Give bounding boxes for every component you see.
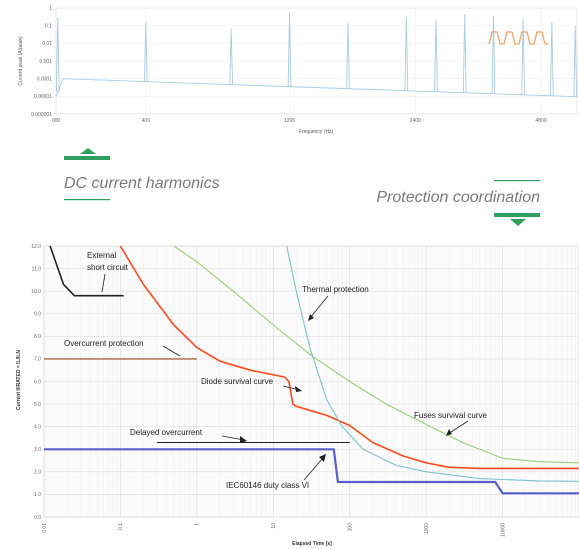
- annotation-iec: IEC60146 duty class VI: [226, 454, 326, 490]
- annotation-diode-label: Diode survival curve: [201, 377, 274, 386]
- protection-y-tick-label: 0.0: [34, 515, 41, 521]
- protection-x-tick-label: 1000: [424, 523, 430, 534]
- harmonics-y-axis-title: Current peak (A/peak): [18, 36, 24, 86]
- caption-left: DC current harmonics: [64, 175, 220, 192]
- protection-x-tick-label: 10000: [500, 523, 506, 537]
- annotation-iec-pointer: [303, 457, 324, 481]
- harmonics-y-tick-label: 0.00001: [34, 94, 52, 100]
- annotation-iec-label: IEC60146 duty class VI: [226, 481, 309, 490]
- protection-y-tick-label: 7.0: [34, 357, 41, 363]
- protection-y-ticks: 0.0 1.0 2.0 3.0 4.0 5.0 6.0 7.0 8.0 9.0 10.0 11.0 12…: [31, 244, 41, 521]
- harmonics-y-tick-label: 1: [49, 6, 52, 12]
- annotation-diode: Diode survival curve: [201, 377, 302, 392]
- caption-right: Protection coordination: [376, 189, 540, 206]
- protection-y-tick-label: 12.0: [31, 244, 41, 250]
- caption-left-rule-top: [64, 156, 110, 160]
- series-delayed-line: [44, 448, 579, 495]
- annotation-delayed-arrowhead: [240, 436, 247, 443]
- protection-y-tick-label: 5.0: [34, 402, 41, 408]
- harmonics-y-tick-label: 0.001: [39, 59, 52, 65]
- harmonics-x-axis-title: Frequency (Hz): [299, 129, 334, 135]
- annotation-diode-arrowhead: [295, 386, 302, 392]
- series-diode-line: [119, 245, 579, 470]
- annotation-overcurrent-label: Overcurrent protection: [64, 339, 144, 348]
- annotation-fuses: Fuses survival curve: [414, 411, 487, 436]
- series-fuses-line: [173, 245, 579, 464]
- caption-right-block: Protection coordination: [376, 180, 540, 226]
- annotation-thermal-arrowhead: [308, 314, 314, 321]
- protection-y-tick-label: 3.0: [34, 447, 41, 453]
- harmonics-series: [55, 13, 578, 98]
- annotation-fuses-arrowhead: [446, 429, 452, 436]
- harmonics-peak: [143, 22, 148, 82]
- harmonics-x-tick-label: 4800: [536, 118, 547, 124]
- protection-x-tick-label: 1: [195, 523, 201, 526]
- harmonics-y-tick-label: 0.0001: [37, 76, 53, 82]
- protection-y-axis-title: Current I/IRATED = IL/ILN: [16, 350, 22, 410]
- caption-right-rule-top: [494, 180, 540, 182]
- series-external-line: [49, 245, 124, 297]
- annotation-external-line1: External: [87, 251, 117, 260]
- protection-chart: 0.0 1.0 2.0 3.0 4.0 5.0 6.0 7.0 8.0 9.0 10.0 11.0 12…: [16, 244, 579, 547]
- protection-x-tick-label: 10: [271, 523, 277, 529]
- harmonics-peak: [491, 16, 496, 94]
- annotation-fuses-pointer: [447, 420, 469, 435]
- protection-y-tick-label: 1.0: [34, 492, 41, 498]
- series-thermal-line: [286, 245, 579, 482]
- harmonics-peak: [573, 25, 578, 97]
- harmonics-peak: [287, 13, 292, 87]
- protection-y-tick-label: 11.0: [32, 266, 42, 272]
- harmonics-x-tick-label: 1200: [284, 118, 295, 124]
- annotation-external-pointer: [101, 273, 106, 293]
- protection-series: [44, 245, 579, 495]
- annotation-overcurrent-pointer: [162, 345, 181, 357]
- protection-x-tick-label: 100: [348, 523, 354, 532]
- up-arrow-icon: [80, 148, 96, 154]
- protection-y-tick-label: 6.0: [34, 379, 41, 385]
- harmonics-y-tick-label: 0.000001: [31, 112, 52, 118]
- harmonics-x-ticks: 000 400 1200 2400 4800: [52, 118, 547, 124]
- annotation-delayed: Delayed overcurrent: [130, 428, 247, 443]
- protection-x-axis-title: Elapsed Time [s]: [292, 541, 332, 547]
- protection-y-tick-label: 9.0: [34, 312, 41, 318]
- annotation-fuses-label: Fuses survival curve: [414, 411, 487, 420]
- harmonics-x-tick-label: 000: [52, 118, 61, 124]
- protection-x-tick-label: 0.01: [42, 523, 48, 533]
- annotation-overcurrent: Overcurrent protection: [64, 339, 181, 357]
- annotation-thermal-label: Thermal protection: [302, 285, 369, 294]
- harmonics-peak: [55, 17, 60, 92]
- annotation-external: External short circuit: [87, 251, 129, 293]
- harmonics-chart: 1 0.1 0.01 0.001 0.0001 0.00001 0.000001 000 40…: [18, 6, 578, 135]
- annotation-iec-arrowhead: [319, 454, 326, 462]
- square-waveform-icon: [488, 31, 548, 45]
- protection-x-tick-label: 0.1: [118, 523, 124, 530]
- harmonics-baseline: [55, 78, 578, 98]
- annotation-thermal: Thermal protection: [302, 285, 369, 321]
- harmonics-y-tick-label: 0.01: [42, 41, 52, 47]
- harmonics-peak: [229, 28, 234, 85]
- harmonics-peak: [434, 20, 438, 92]
- caption-left-rule-bottom: [64, 199, 110, 201]
- harmonics-x-tick-label: 400: [142, 118, 151, 124]
- protection-y-tick-label: 2.0: [34, 470, 41, 476]
- down-arrow-icon: [510, 219, 526, 226]
- harmonics-peak: [462, 14, 467, 93]
- harmonics-peak: [404, 17, 409, 91]
- harmonics-peak: [549, 22, 554, 96]
- harmonics-y-tick-label: 0.1: [45, 23, 52, 29]
- caption-left-block: DC current harmonics: [64, 148, 220, 201]
- protection-y-tick-label: 10.0: [31, 289, 41, 295]
- harmonics-peak: [346, 22, 350, 89]
- caption-right-rule-bottom: [494, 213, 540, 217]
- protection-y-tick-label: 4.0: [34, 424, 41, 430]
- annotation-external-line2: short circuit: [87, 263, 129, 272]
- protection-y-tick-label: 8.0: [34, 334, 41, 340]
- harmonics-peak: [521, 18, 525, 95]
- protection-x-ticks: 0.01 0.1 1 10 100 1000 10000: [42, 523, 507, 537]
- annotation-thermal-pointer: [309, 295, 329, 319]
- annotation-delayed-label: Delayed overcurrent: [130, 428, 203, 437]
- harmonics-y-ticks: 1 0.1 0.01 0.001 0.0001 0.00001 0.000001: [31, 6, 52, 118]
- harmonics-x-tick-label: 2400: [410, 118, 421, 124]
